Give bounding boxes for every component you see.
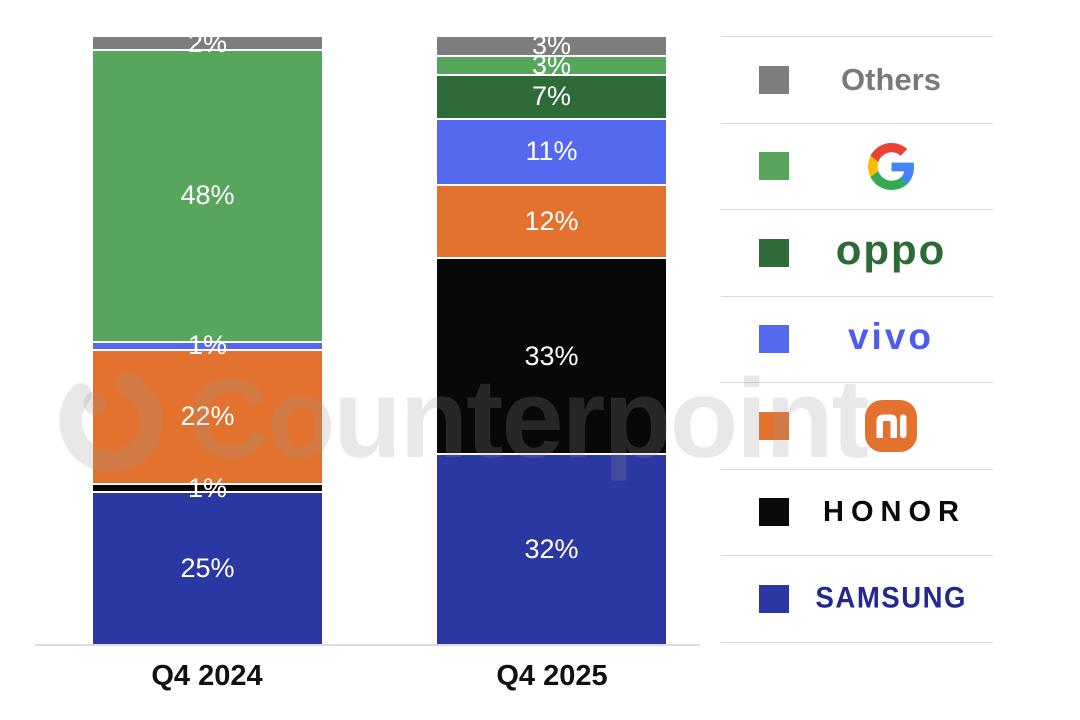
segment-honor-q4-2025: 33%	[437, 257, 666, 454]
others-wordmark: Others	[841, 61, 941, 97]
legend-logo-cell-google	[789, 142, 993, 190]
legend-swatch-others	[759, 65, 789, 94]
segment-mi-q4-2025: 12%	[437, 184, 666, 258]
legend-logo-cell-others: Others	[789, 62, 993, 98]
legend-row-honor: HONOR	[721, 470, 993, 556]
legend-row-samsung: SAMSUNG	[721, 556, 993, 643]
x-axis-label-q4-2024: Q4 2024	[151, 660, 263, 692]
segment-samsung-q4-2025: 32%	[437, 453, 666, 644]
segment-value-label: 7%	[531, 81, 572, 112]
legend-swatch-samsung	[759, 584, 789, 613]
x-axis-label-q4-2025: Q4 2025	[496, 660, 608, 692]
samsung-wordmark: SAMSUNG	[815, 582, 967, 615]
legend-logo-cell-samsung: SAMSUNG	[789, 582, 993, 615]
segment-value-label: 33%	[524, 340, 579, 371]
legend-swatch-mi	[759, 411, 789, 440]
legend-swatch-honor	[759, 498, 789, 527]
segment-vivo-q4-2024: 1%	[93, 332, 322, 359]
segment-mi-q4-2024: 22%	[93, 348, 322, 484]
segment-oppo-q4-2025: 7%	[437, 74, 666, 118]
x-axis-line	[35, 644, 700, 646]
segment-google-q4-2025: 3%	[437, 52, 666, 79]
legend: Others oppo vivo HONOR SAMSUNG	[721, 36, 993, 643]
google-g-logo-icon	[867, 142, 914, 190]
legend-row-mi	[721, 383, 993, 470]
segment-value-label: 3%	[531, 50, 572, 81]
xiaomi-mi-logo-icon	[865, 399, 917, 452]
segment-value-label: 12%	[524, 206, 579, 237]
oppo-wordmark: oppo	[835, 225, 947, 273]
legend-logo-cell-oppo: oppo	[789, 225, 993, 273]
segment-value-label: 25%	[180, 553, 235, 584]
legend-logo-cell-honor: HONOR	[789, 496, 993, 529]
honor-wordmark: HONOR	[823, 495, 966, 528]
segment-value-label: 22%	[180, 401, 235, 432]
legend-row-vivo: vivo	[721, 297, 993, 383]
legend-swatch-oppo	[759, 238, 789, 267]
segment-google-q4-2024: 48%	[93, 49, 322, 341]
segment-value-label: 11%	[525, 136, 578, 167]
segment-value-label: 3%	[531, 30, 572, 61]
segment-value-label: 1%	[187, 472, 228, 503]
segment-value-label: 1%	[187, 330, 228, 361]
segment-value-label: 32%	[524, 534, 579, 565]
legend-logo-cell-vivo: vivo	[789, 316, 993, 358]
legend-row-oppo: oppo	[721, 210, 993, 297]
segment-vivo-q4-2025: 11%	[437, 117, 666, 185]
segment-others-q4-2025: 3%	[437, 32, 666, 59]
legend-row-google	[721, 124, 993, 210]
vivo-wordmark: vivo	[847, 316, 935, 358]
legend-row-others: Others	[721, 37, 993, 124]
segment-honor-q4-2024: 1%	[93, 474, 322, 501]
segment-others-q4-2024: 2%	[93, 29, 322, 56]
legend-swatch-vivo	[759, 325, 789, 354]
bar-q4-2024: 2% 48% 1% 22% 1% 25%	[93, 29, 322, 644]
legend-swatch-google	[759, 152, 789, 181]
segment-value-label: 48%	[180, 180, 235, 211]
bar-q4-2025: 3% 3% 7% 11% 12% 33% 32%	[437, 32, 666, 644]
segment-samsung-q4-2024: 25%	[93, 491, 322, 644]
segment-value-label: 2%	[187, 27, 228, 58]
legend-logo-cell-mi	[789, 399, 993, 453]
